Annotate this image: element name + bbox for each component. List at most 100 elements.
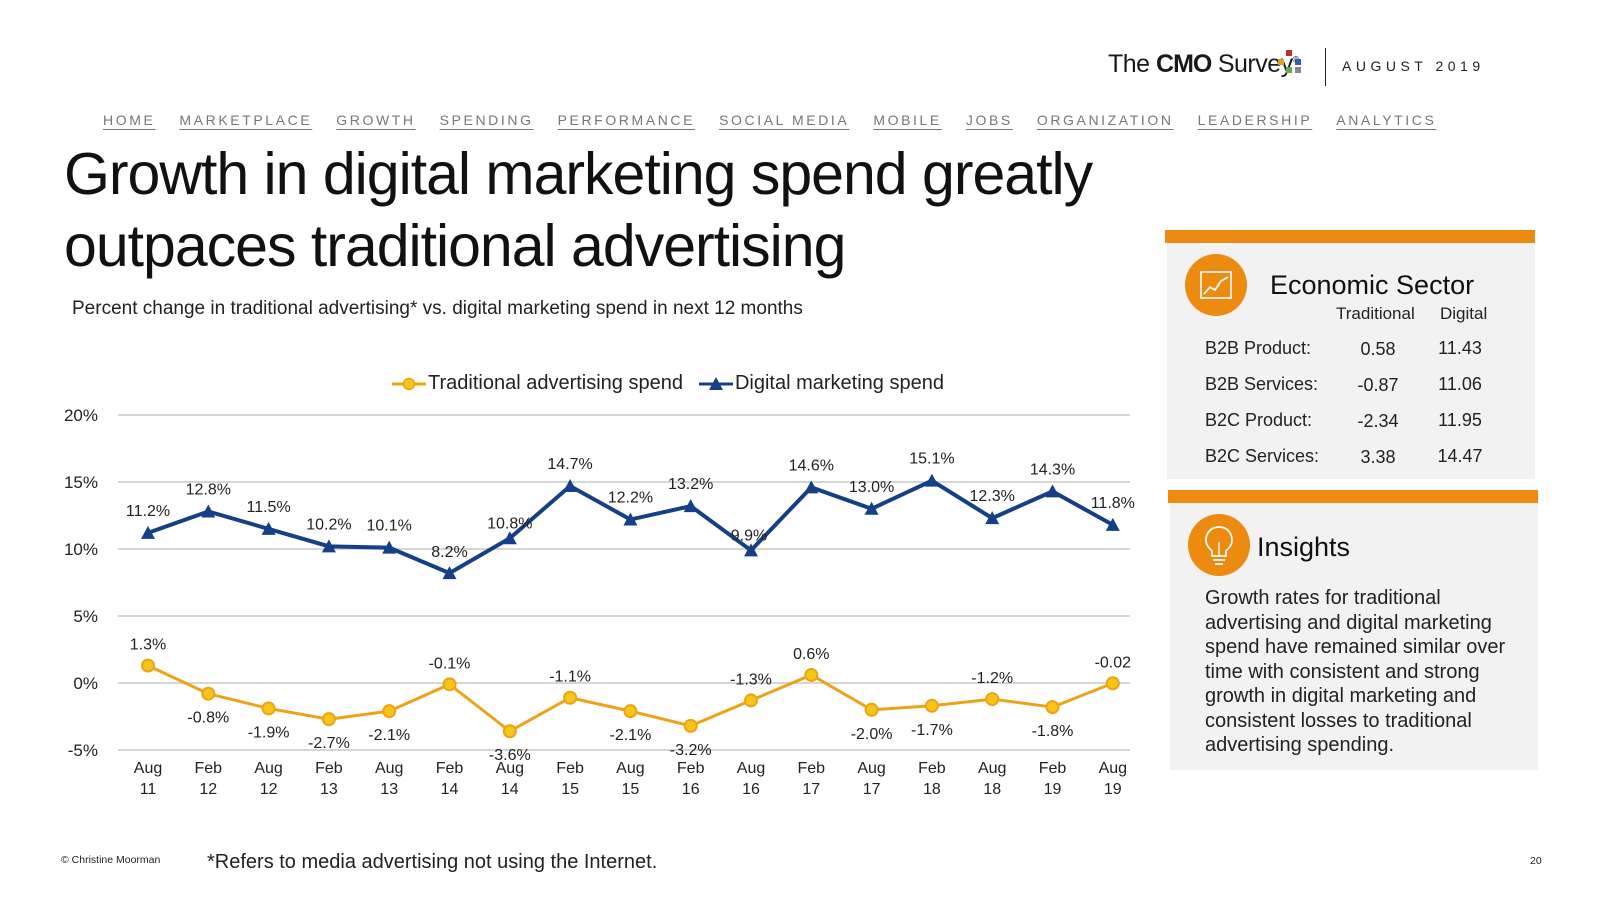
nav-home[interactable]: HOME: [103, 112, 156, 128]
data-point-digital: [261, 521, 276, 535]
cmo-survey-logo[interactable]: The CMO Survey®: [1108, 50, 1299, 79]
data-point-digital: [1045, 484, 1060, 498]
sector-row-label: B2B Product:: [1205, 338, 1312, 358]
x-tick-label: 17: [863, 781, 881, 798]
data-point-digital: [442, 566, 457, 580]
sector-row-digital-value: 14.47: [1437, 446, 1483, 466]
data-label-digital: 14.6%: [789, 457, 834, 474]
data-point-traditional: [924, 698, 939, 713]
data-label-traditional: -2.7%: [308, 735, 350, 752]
column-header-traditional: Traditional: [1336, 304, 1415, 323]
data-point-traditional: [683, 718, 698, 733]
x-tick-label: Aug: [737, 760, 765, 777]
data-label-digital: 14.3%: [1030, 461, 1075, 478]
series-line-traditional: [147, 664, 1114, 734]
nav-marketplace[interactable]: MARKETPLACE: [179, 112, 313, 128]
sector-row-digital-value: 11.95: [1438, 410, 1482, 430]
logo-bold: CMO: [1156, 50, 1212, 78]
nav-leadership[interactable]: LEADERSHIP: [1197, 112, 1313, 128]
nav-social-media[interactable]: SOCIAL MEDIA: [719, 112, 850, 128]
data-label-traditional: -2.1%: [610, 727, 652, 744]
data-point-traditional: [1105, 676, 1120, 691]
data-point-digital: [321, 539, 336, 553]
legend-traditional-label: Traditional advertising spend: [428, 372, 683, 394]
data-point-traditional: [502, 724, 517, 739]
x-tick-label: Feb: [195, 760, 223, 777]
x-tick-label: Aug: [857, 760, 885, 777]
data-label-traditional: -0.02: [1095, 654, 1132, 671]
data-label-digital: 15.1%: [909, 451, 954, 468]
y-tick-label: 0%: [73, 674, 98, 693]
x-tick-label: Aug: [616, 760, 644, 777]
sector-row-label: B2B Services:: [1205, 374, 1319, 394]
data-label-traditional: 0.6%: [793, 646, 829, 663]
y-tick-label: 10%: [64, 540, 98, 559]
x-tick-label: Feb: [677, 760, 705, 777]
insights-title: Insights: [1257, 532, 1351, 562]
chart-subtitle: Percent change in traditional advertisin…: [72, 298, 803, 319]
x-tick-label: Aug: [1099, 760, 1127, 777]
data-label-traditional: -2.1%: [368, 727, 410, 744]
report-date: AUGUST 2019: [1342, 58, 1485, 74]
sector-row-traditional-value: 0.58: [1360, 339, 1396, 359]
chart-legend: Traditional advertising spend Digital ma…: [392, 372, 960, 395]
nav-analytics[interactable]: ANALYTICS: [1336, 112, 1437, 128]
y-tick-label: -5%: [68, 741, 98, 760]
sector-row-traditional-value: -0.87: [1357, 375, 1399, 395]
sector-row-label: B2C Services:: [1205, 446, 1320, 466]
data-label-digital: 13.2%: [668, 476, 713, 493]
page-title: Growth in digital marketing spend greatl…: [64, 141, 1093, 279]
logo-prefix: The: [1108, 50, 1150, 78]
nav-jobs[interactable]: JOBS: [965, 112, 1013, 128]
x-tick-label: Feb: [798, 760, 826, 777]
data-point-traditional: [321, 712, 336, 727]
sector-row-label: B2C Product:: [1205, 410, 1313, 430]
line-chart-icon: [1185, 254, 1247, 316]
lightbulb-icon: [1188, 514, 1250, 576]
sector-row-traditional-value: -2.34: [1357, 411, 1399, 431]
nav-organization[interactable]: ORGANIZATION: [1036, 112, 1174, 128]
data-point-traditional: [382, 704, 397, 719]
data-point-traditional: [201, 686, 216, 701]
top-nav: HOME MARKETPLACE GROWTH SPENDING PERFORM…: [103, 112, 1523, 128]
data-label-traditional: -3.6%: [489, 747, 531, 764]
economic-sector-accent-bar: [1165, 230, 1535, 243]
data-point-traditional: [261, 701, 276, 716]
data-point-traditional: [804, 667, 819, 682]
data-label-traditional: -1.7%: [911, 722, 953, 739]
nav-growth[interactable]: GROWTH: [336, 112, 416, 128]
data-point-traditional: [985, 692, 1000, 707]
x-tick-label: 17: [802, 781, 820, 798]
x-tick-label: 14: [441, 781, 459, 798]
data-point-traditional: [1045, 700, 1060, 715]
x-tick-label: Feb: [1039, 760, 1067, 777]
logo-dots-icon: [1278, 48, 1318, 80]
nav-spending[interactable]: SPENDING: [439, 112, 534, 128]
x-tick-label: 19: [1044, 781, 1062, 798]
x-tick-label: 14: [501, 781, 519, 798]
page-number: 20: [1530, 855, 1542, 867]
nav-mobile[interactable]: MOBILE: [873, 112, 942, 128]
data-point-digital: [744, 543, 758, 557]
x-tick-label: 13: [380, 781, 398, 798]
data-label-digital: 14.7%: [547, 456, 592, 473]
data-point-traditional: [563, 690, 578, 705]
x-tick-label: Aug: [496, 760, 524, 777]
data-point-traditional: [744, 693, 758, 708]
x-tick-label: 16: [682, 781, 700, 798]
data-label-traditional: -1.1%: [549, 669, 591, 686]
nav-performance[interactable]: PERFORMANCE: [557, 112, 696, 128]
legend-item-traditional: Traditional advertising spend: [392, 372, 683, 395]
data-label-digital: 10.8%: [487, 515, 532, 532]
legend-digital-label: Digital marketing spend: [734, 372, 944, 394]
x-tick-label: 19: [1104, 781, 1122, 798]
data-point-digital: [563, 479, 578, 493]
x-tick-label: Aug: [134, 760, 162, 777]
data-label-traditional: -0.1%: [429, 655, 471, 672]
data-point-traditional: [623, 704, 638, 719]
data-point-digital: [985, 511, 1000, 525]
data-label-digital: 12.2%: [608, 490, 653, 507]
data-label-digital: 13.0%: [849, 479, 894, 496]
sector-row-digital-value: 11.43: [1438, 338, 1482, 358]
data-label-digital: 10.1%: [367, 518, 412, 535]
